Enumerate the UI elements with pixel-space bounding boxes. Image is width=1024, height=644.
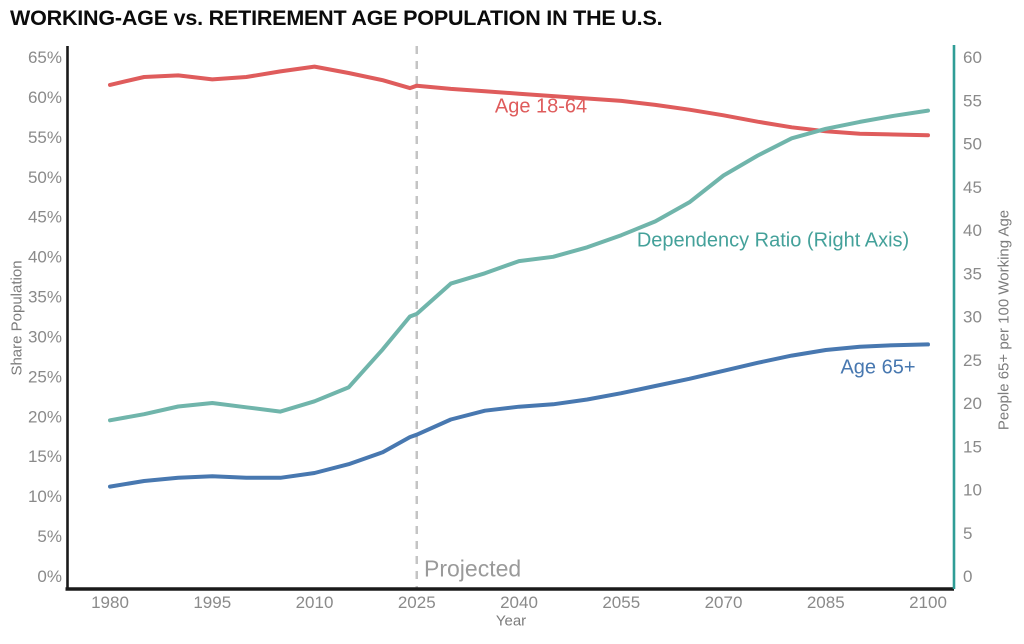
left-axis-tick-label: 10% bbox=[28, 487, 62, 506]
left-axis-tick-label: 25% bbox=[28, 367, 62, 386]
x-axis-tick-label: 2100 bbox=[909, 593, 947, 612]
series-line-age-65- bbox=[108, 342, 930, 489]
series-line-dependency-ratio bbox=[108, 108, 930, 423]
left-axis-tick-label: 5% bbox=[37, 527, 62, 546]
right-axis-tick-label: 0 bbox=[963, 567, 972, 586]
projected-label: Projected bbox=[424, 555, 522, 582]
left-axis-tick-label: 45% bbox=[28, 208, 62, 227]
left-axis-tick-label: 35% bbox=[28, 288, 62, 307]
right-axis-tick-label: 15 bbox=[963, 437, 982, 456]
x-axis-tick-label: 2010 bbox=[296, 593, 334, 612]
series-line-age-18-64 bbox=[108, 64, 930, 138]
right-axis-tick-label: 40 bbox=[963, 221, 982, 240]
left-axis-tick-label: 0% bbox=[37, 567, 62, 586]
left-axis-tick-label: 65% bbox=[28, 48, 62, 67]
right-axis-tick-label: 45 bbox=[963, 178, 982, 197]
left-axis-tick-label: 50% bbox=[28, 168, 62, 187]
x-axis-tick-label: 2025 bbox=[398, 593, 436, 612]
x-axis-tick-label: 1995 bbox=[193, 593, 231, 612]
right-axis-tick-label: 25 bbox=[963, 351, 982, 370]
right-axis-tick-label: 20 bbox=[963, 394, 982, 413]
right-axis-tick-label: 55 bbox=[963, 91, 982, 110]
left-axis-tick-label: 15% bbox=[28, 447, 62, 466]
right-axis-tick-label: 60 bbox=[963, 48, 982, 67]
x-axis-title: Year bbox=[495, 612, 527, 630]
x-axis-tick-label: 2070 bbox=[705, 593, 743, 612]
right-axis-tick-label: 5 bbox=[963, 524, 972, 543]
left-axis-title: Share Population bbox=[8, 260, 26, 376]
right-axis-title: People 65+ per 100 Working Age bbox=[995, 209, 1013, 431]
x-axis-tick-label: 2040 bbox=[500, 593, 538, 612]
right-axis-tick-label: 30 bbox=[963, 308, 982, 327]
series-label-age-65-plus: Age 65+ bbox=[840, 356, 916, 379]
right-axis-tick-label: 50 bbox=[963, 135, 982, 154]
right-axis-tick-label: 35 bbox=[963, 264, 982, 283]
left-axis-tick-label: 20% bbox=[28, 407, 62, 426]
left-axis-tick-label: 60% bbox=[28, 88, 62, 107]
x-axis-tick-label: 2085 bbox=[807, 593, 845, 612]
series-label-dependency-ratio: Dependency Ratio (Right Axis) bbox=[636, 229, 910, 252]
left-axis-tick-label: 55% bbox=[28, 128, 62, 147]
x-axis-tick-label: 2055 bbox=[602, 593, 640, 612]
x-axis-tick-label: 1980 bbox=[91, 593, 129, 612]
right-axis-tick-label: 10 bbox=[963, 481, 982, 500]
left-axis-tick-label: 30% bbox=[28, 327, 62, 346]
chart-title: WORKING-AGE vs. RETIREMENT AGE POPULATIO… bbox=[10, 6, 663, 30]
left-axis-tick-label: 40% bbox=[28, 248, 62, 267]
series-label-age-18-64: Age 18-64 bbox=[494, 95, 588, 118]
